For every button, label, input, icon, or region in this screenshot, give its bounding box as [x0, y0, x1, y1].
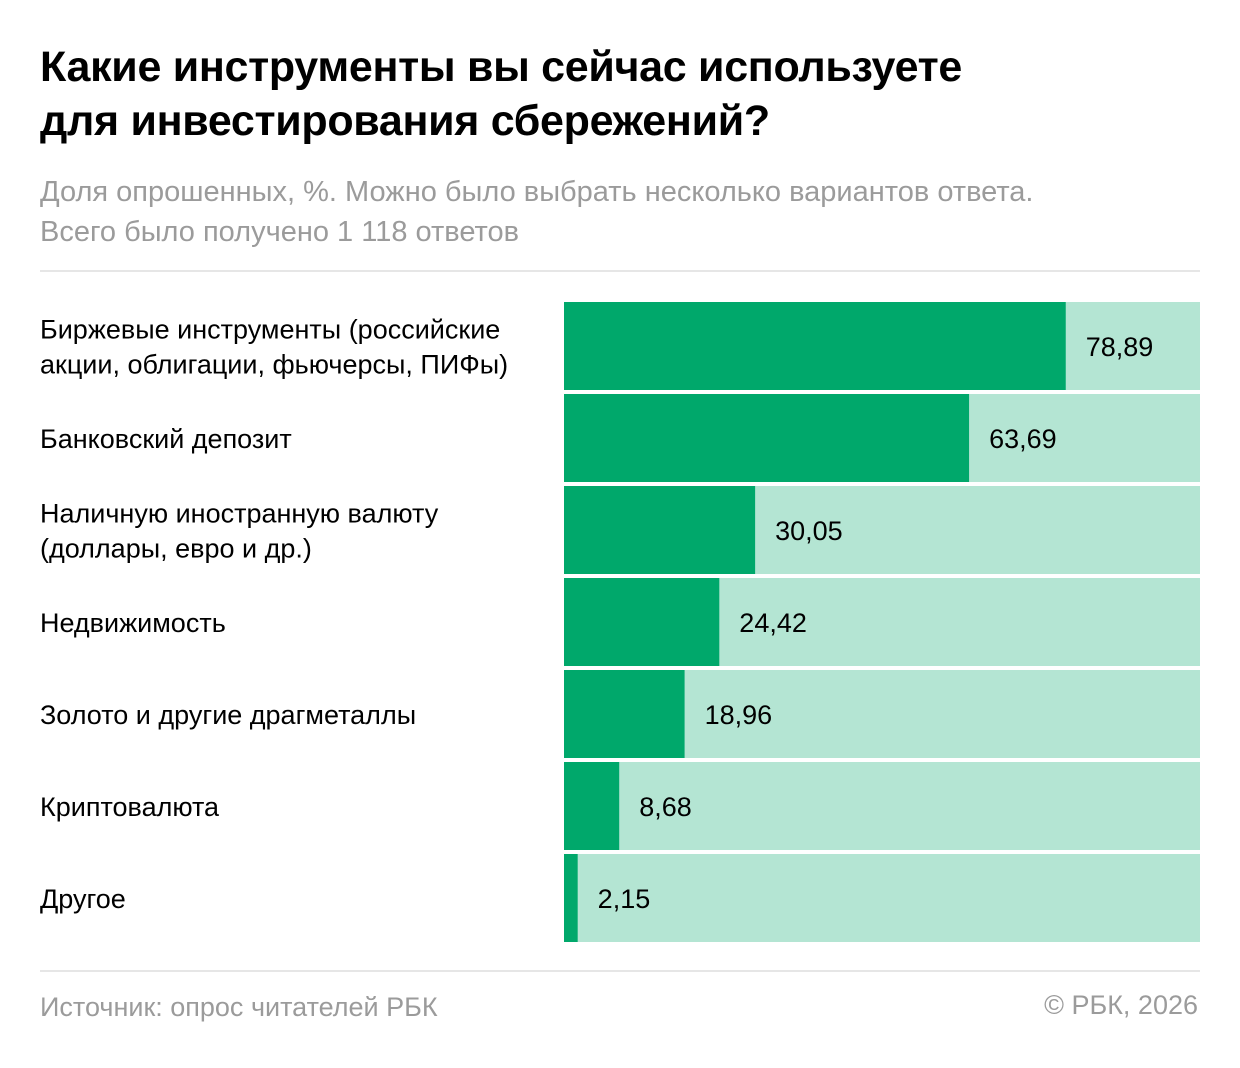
category-label-2-line-1: Банковский депозит: [40, 424, 292, 454]
category-label-1-line-2: акции, облигации, фьючерсы, ПИФы): [40, 350, 508, 380]
category-label-1: Биржевые инструменты (российские акции, о…: [40, 315, 508, 380]
chart-subtitle-line-2: Всего было получено 1 118 ответов: [40, 216, 520, 248]
bar-track-7: [564, 854, 1200, 942]
chart-title-line-2: для инвестирования сбережений?: [40, 97, 770, 145]
bottom-divider: [40, 970, 1200, 972]
category-label-3: Наличную иностранную валюту (доллары, евр…: [40, 499, 439, 564]
category-label-5: Золото и другие драгметаллы: [40, 700, 416, 730]
bar-1: [564, 302, 1066, 390]
chart-title: Какие инструменты вы сейчас используете …: [40, 40, 1200, 148]
category-label-2: Банковский депозит: [40, 424, 292, 454]
bar-4: [564, 578, 720, 666]
value-label-2: 63,69: [989, 424, 1057, 454]
value-label-4: 24,42: [739, 608, 807, 638]
category-label-6-line-1: Криптовалюта: [40, 792, 220, 822]
source-note: Источник: опрос читателей РБК: [40, 992, 438, 1022]
category-label-7-line-1: Другое: [40, 884, 126, 914]
value-label-7: 2,15: [598, 884, 651, 914]
chart-subtitle: Доля опрошенных, %. Можно было выбрать н…: [40, 172, 1200, 252]
value-label-1: 78,89: [1086, 332, 1154, 362]
category-label-3-line-2: (доллары, евро и др.): [40, 534, 312, 564]
value-label-6: 8,68: [639, 792, 692, 822]
bar-3: [564, 486, 756, 574]
chart-title-line-1: Какие инструменты вы сейчас используете: [40, 43, 962, 91]
value-label-3: 30,05: [775, 516, 843, 546]
category-label-3-line-1: Наличную иностранную валюту: [40, 499, 439, 529]
bar-7: [564, 854, 578, 942]
top-divider: [40, 270, 1200, 272]
category-label-6: Криптовалюта: [40, 792, 220, 822]
bar-6: [564, 762, 620, 850]
copyright-note: © РБК, 2026: [1044, 990, 1198, 1020]
category-label-4: Недвижимость: [40, 608, 226, 638]
bar-5: [564, 670, 685, 758]
chart-subtitle-line-1: Доля опрошенных, %. Можно было выбрать н…: [40, 176, 1034, 208]
category-label-4-line-1: Недвижимость: [40, 608, 226, 638]
category-label-5-line-1: Золото и другие драгметаллы: [40, 700, 416, 730]
value-label-5: 18,96: [705, 700, 773, 730]
bar-2: [564, 394, 970, 482]
bar-track-6: [564, 762, 1200, 850]
category-label-1-line-1: Биржевые инструменты (российские: [40, 315, 500, 345]
category-label-7: Другое: [40, 884, 126, 914]
